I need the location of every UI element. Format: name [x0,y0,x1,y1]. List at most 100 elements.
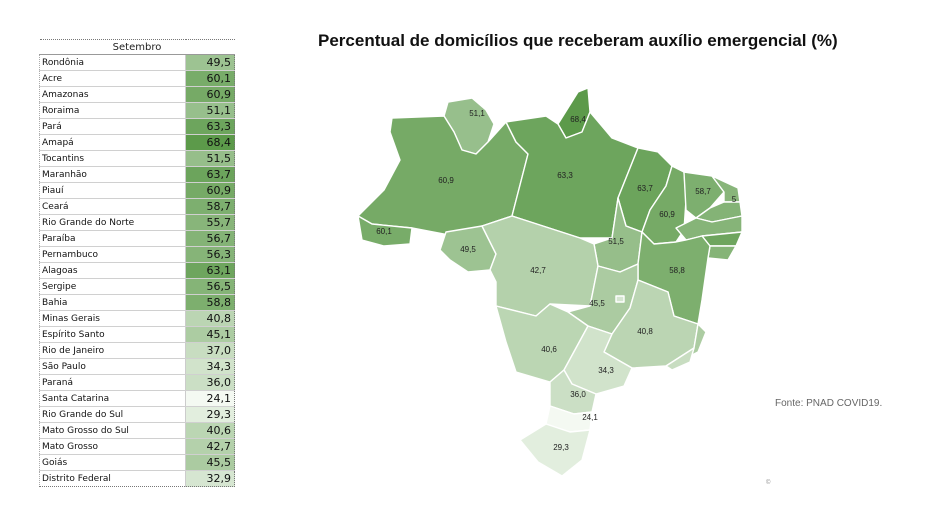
state-value: 51,1 [185,102,235,119]
state-value: 49,5 [185,54,235,71]
table-row: Piauí 60,9 [39,182,235,199]
state-name: Santa Catarina [39,390,186,407]
state-value: 60,1 [185,70,235,87]
table-row: Rondônia 49,5 [39,54,235,71]
table-row: Ceará 58,7 [39,198,235,215]
state-name: Mato Grosso do Sul [39,422,186,439]
table-row: Santa Catarina 24,1 [39,390,235,407]
state-value: 51,5 [185,150,235,167]
map-value-label: 60,9 [659,210,675,219]
state-region-distrito-federal [615,295,625,303]
state-value: 34,3 [185,358,235,375]
state-value: 42,7 [185,438,235,455]
data-table: Setembro Rondônia 49,5 Acre 60,1 Amazonas 60,… [39,39,235,487]
table-row: Rio Grande do Norte 55,7 [39,214,235,231]
state-name: São Paulo [39,358,186,375]
map-value-label: 63,7 [637,184,653,193]
state-name: Acre [39,70,186,87]
table-row: Tocantins 51,5 [39,150,235,167]
state-region-rio-grande-do-sul [519,423,591,477]
state-name: Roraima [39,102,186,119]
table-row: Rio Grande do Sul 29,3 [39,406,235,423]
state-value: 55,7 [185,214,235,231]
table-row: Sergipe 56,5 [39,278,235,295]
state-name: Sergipe [39,278,186,295]
state-value: 68,4 [185,134,235,151]
state-region-rio-de-janeiro [665,347,695,371]
state-value: 45,5 [185,454,235,471]
table-row: Mato Grosso 42,7 [39,438,235,455]
state-name: Espírito Santo [39,326,186,343]
table-row: Bahia 58,8 [39,294,235,311]
table-body: Rondônia 49,5 Acre 60,1 Amazonas 60,9 Roraima 5… [39,54,235,487]
map-value-label: 68,4 [570,115,586,124]
state-value: 37,0 [185,342,235,359]
state-value: 24,1 [185,390,235,407]
table-header: Setembro [39,39,235,55]
map-value-label: 60,1 [376,227,392,236]
map-value-label: 42,7 [530,266,546,275]
state-region-acre [357,215,413,247]
state-name: Rio Grande do Sul [39,406,186,423]
state-name: Amazonas [39,86,186,103]
map-value-label: 40,8 [637,327,653,336]
state-name: Bahia [39,294,186,311]
map-value-label: 34,3 [598,366,614,375]
state-name: Alagoas [39,262,186,279]
state-value: 32,9 [185,470,235,487]
table-row: Pará 63,3 [39,118,235,135]
table-row: Amazonas 60,9 [39,86,235,103]
map-value-label: 51,5 [608,237,624,246]
table-row: São Paulo 34,3 [39,358,235,375]
state-value: 56,7 [185,230,235,247]
state-name: Pará [39,118,186,135]
map-value-label: 49,5 [460,245,476,254]
table-row: Maranhão 63,7 [39,166,235,183]
table-row: Paraíba 56,7 [39,230,235,247]
state-value: 45,1 [185,326,235,343]
state-value: 60,9 [185,86,235,103]
table-row: Espírito Santo 45,1 [39,326,235,343]
table-row: Alagoas 63,1 [39,262,235,279]
table-row: Goiás 45,5 [39,454,235,471]
map-value-label: 58,7 [695,187,711,196]
map-value-label: 36,0 [570,390,586,399]
state-value: 36,0 [185,374,235,391]
state-name: Paraíba [39,230,186,247]
state-name: Goiás [39,454,186,471]
map-value-label: 40,6 [541,345,557,354]
table-row: Paraná 36,0 [39,374,235,391]
table-row: Acre 60,1 [39,70,235,87]
map-value-label: 60,9 [438,176,454,185]
state-value: 40,6 [185,422,235,439]
state-name: Ceará [39,198,186,215]
table-row: Distrito Federal 32,9 [39,470,235,487]
map-value-label: 29,3 [553,443,569,452]
state-region-sergipe [707,245,737,261]
state-name: Amapá [39,134,186,151]
table-row: Roraima 51,1 [39,102,235,119]
footnote-mark: © [766,480,771,486]
state-name: Tocantins [39,150,186,167]
table-row: Pernambuco 56,3 [39,246,235,263]
table-row: Minas Gerais 40,8 [39,310,235,327]
chart-title: Percentual de domicílios que receberam a… [318,31,838,50]
state-name: Paraná [39,374,186,391]
state-name: Piauí [39,182,186,199]
state-value: 58,7 [185,198,235,215]
state-name: Rio de Janeiro [39,342,186,359]
map-value-label: 58,8 [669,266,685,275]
table-row: Mato Grosso do Sul 40,6 [39,422,235,439]
state-value: 56,3 [185,246,235,263]
state-value: 60,9 [185,182,235,199]
table-row: Rio de Janeiro 37,0 [39,342,235,359]
source-note: Fonte: PNAD COVID19. [775,398,883,409]
map-value-label: 63,3 [557,171,573,180]
state-value: 63,1 [185,262,235,279]
state-name: Rondônia [39,54,186,71]
state-value: 40,8 [185,310,235,327]
map-value-label: 51,1 [469,109,485,118]
state-name: Minas Gerais [39,310,186,327]
map-value-label: 24,1 [582,413,598,422]
map-value-label: 5 [732,195,737,204]
